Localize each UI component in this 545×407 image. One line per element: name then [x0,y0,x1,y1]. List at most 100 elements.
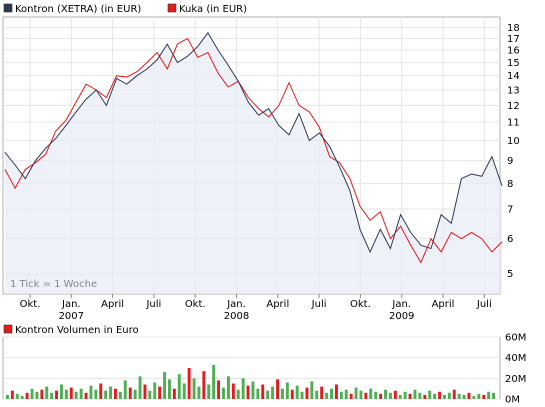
volume-bar [374,391,378,399]
volume-bar [207,384,211,399]
volume-bar [349,393,353,399]
volume-bar [418,392,422,399]
volume-y-axis: 60M 40M 20M 0M [505,333,526,406]
volume-bar [192,378,196,399]
volume-bar [20,395,24,399]
volume-bar [15,393,19,399]
y-tick-label: 9 [507,156,513,167]
volume-bar [217,380,220,399]
volume-bar [359,390,363,399]
volume-bar [168,379,171,399]
x-year-label: 2009 [389,311,414,322]
volume-bar [339,391,343,399]
volume-bar [10,390,14,399]
volume-bar [74,391,78,399]
volume-bar [153,382,157,399]
tick-annotation: 1 Tick = 1 Woche [10,279,97,290]
volume-bar [99,383,103,399]
kontron-area-fill [5,32,502,295]
legend-label-kontron: Kontron (XETRA) (in EUR) [15,4,141,15]
x-tick-label: Jan. [61,299,81,310]
volume-bar [177,374,181,399]
y-tick-label: 18 [507,23,520,34]
volume-bar [310,381,314,399]
volume-bar [300,391,304,399]
volume-bar [389,392,392,399]
volume-bar [104,390,108,399]
volume-bar [457,393,461,399]
volume-bar [246,385,250,399]
volume-bar [472,395,476,399]
y-tick-label: 10 [507,136,520,147]
volume-bar [138,376,142,399]
volume-bar [6,394,9,399]
volume-bar [222,387,225,399]
volume-bar [69,387,73,399]
volume-bar [354,387,358,399]
volume-bar [187,368,191,399]
y-tick-label: 13 [507,85,520,96]
volume-bar [379,393,383,399]
x-tick-label: Jan. [226,299,246,310]
volume-bar [172,388,176,399]
volume-bar [55,390,58,399]
volume-y-tick-label: 60M [505,333,526,344]
volume-bar [285,382,289,399]
volume-bar [281,388,284,399]
volume-bar [241,378,245,399]
y-tick-label: 11 [507,118,520,129]
x-tick-label: Okt. [185,299,206,310]
volume-bar [443,394,446,399]
legend-label-volume: Kontron Volumen in Euro [15,325,139,336]
y-tick-label: 14 [507,71,520,82]
volume-y-tick-label: 20M [505,374,526,385]
legend-swatch-volume [3,324,13,334]
volume-bar [25,392,29,399]
volume-bar [482,394,486,399]
volume-bar [295,385,299,399]
volume-bar [109,386,112,399]
volume-bar [227,376,230,399]
volume-bar [364,392,368,399]
volume-bar [197,386,201,399]
y-tick-label: 7 [507,205,513,216]
legend-swatch-kuka [167,3,177,13]
volume-bar [40,389,44,399]
volume-bar [118,391,122,399]
volume-y-tick-label: 40M [505,353,526,364]
volume-bar [369,388,373,399]
volume-bar [467,392,471,399]
x-tick-label: Juli [145,299,161,310]
volume-bar [256,388,260,399]
volume-bar [236,389,240,399]
volume-bar [403,391,407,399]
volume-bars [6,364,495,399]
y-tick-label: 6 [507,234,513,245]
legend-label-kuka: Kuka (in EUR) [179,4,247,15]
volume-bar [79,388,83,399]
volume-bar [344,389,348,399]
legend-swatch-kontron [3,3,13,13]
y-tick-label: 17 [507,34,520,45]
volume-bar [330,388,333,399]
volume-bar [148,390,152,399]
volume-bar [45,386,49,399]
volume-bar [487,391,491,399]
x-tick-label: Juli [476,299,492,310]
volume-bar [114,388,117,399]
volume-bar [384,389,387,399]
volume-bar [163,372,166,399]
volume-bar [462,394,466,399]
volume-bar [335,384,338,399]
volume-bar [271,386,274,399]
volume-bar [143,384,147,399]
volume-bar [423,394,427,399]
volume-bar [64,389,68,399]
volume-bar [89,385,93,399]
volume-bar [50,392,54,399]
volume-bar [94,389,98,399]
volume-bar [133,389,137,399]
volume-bar [212,364,216,399]
